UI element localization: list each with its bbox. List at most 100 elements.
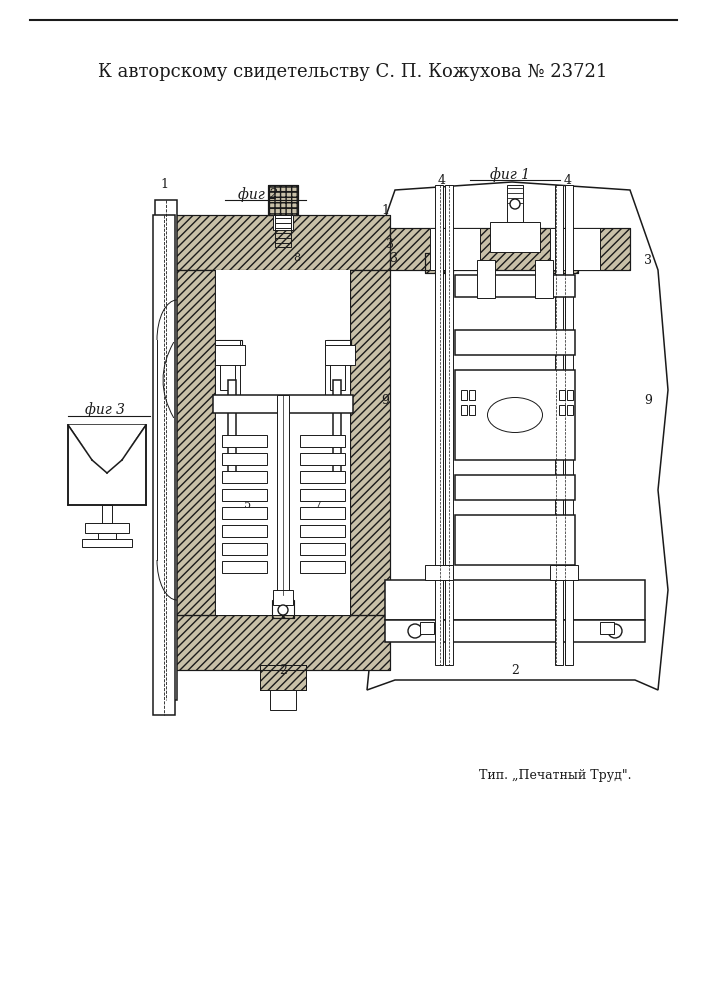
Bar xyxy=(215,340,240,400)
Bar xyxy=(222,525,267,537)
Bar xyxy=(175,615,390,670)
Bar xyxy=(565,185,573,665)
Text: 2: 2 xyxy=(511,664,519,676)
Bar xyxy=(213,395,353,413)
Bar xyxy=(435,185,443,665)
Bar xyxy=(218,340,242,352)
Text: 6: 6 xyxy=(281,403,288,413)
Bar xyxy=(215,345,245,365)
Bar xyxy=(469,390,475,400)
Bar xyxy=(222,489,267,501)
Bar xyxy=(325,340,350,400)
Circle shape xyxy=(278,605,288,615)
Text: 1: 1 xyxy=(168,216,176,229)
Bar xyxy=(300,453,345,465)
Text: Тип. „Печатный Труд".: Тип. „Печатный Труд". xyxy=(479,768,631,782)
Bar xyxy=(155,200,177,700)
Polygon shape xyxy=(69,427,145,504)
Bar xyxy=(222,435,267,447)
Bar xyxy=(300,561,345,573)
Text: 2: 2 xyxy=(279,664,287,676)
Bar xyxy=(222,507,267,519)
Bar xyxy=(455,275,575,297)
Bar xyxy=(537,262,551,272)
Bar xyxy=(218,340,242,352)
Bar xyxy=(68,425,146,505)
Text: фиг 3: фиг 3 xyxy=(85,403,125,417)
Bar xyxy=(222,561,267,573)
Bar xyxy=(333,380,341,480)
Bar xyxy=(300,471,345,483)
Bar xyxy=(220,350,235,390)
Bar xyxy=(430,228,480,270)
Text: 4: 4 xyxy=(564,174,572,186)
Bar xyxy=(385,620,645,642)
Bar xyxy=(461,405,467,415)
Bar xyxy=(490,222,540,252)
Bar xyxy=(455,330,575,355)
Bar xyxy=(300,507,345,519)
Bar xyxy=(567,390,573,400)
Bar xyxy=(330,350,345,390)
Bar xyxy=(273,215,293,230)
Polygon shape xyxy=(68,425,146,473)
Bar xyxy=(420,622,434,634)
Text: фиг 2: фиг 2 xyxy=(238,188,278,202)
Bar xyxy=(425,253,453,273)
Bar xyxy=(550,228,600,270)
Circle shape xyxy=(510,199,520,209)
Bar xyxy=(425,253,453,273)
Bar xyxy=(272,600,294,618)
Bar xyxy=(300,435,345,447)
Bar xyxy=(228,380,236,480)
Text: 1: 1 xyxy=(160,178,168,192)
Bar xyxy=(260,665,306,690)
Text: 4: 4 xyxy=(438,174,446,186)
Bar xyxy=(455,370,575,460)
Circle shape xyxy=(408,624,422,638)
Bar xyxy=(350,270,390,615)
Bar xyxy=(275,215,291,247)
Text: 3: 3 xyxy=(644,253,652,266)
Bar xyxy=(273,590,293,605)
Bar xyxy=(175,270,215,615)
Circle shape xyxy=(608,624,622,638)
Bar xyxy=(390,228,630,270)
Bar xyxy=(535,260,553,298)
Bar xyxy=(550,228,600,270)
Bar xyxy=(479,262,493,272)
Text: 5: 5 xyxy=(245,500,252,510)
Bar xyxy=(222,471,267,483)
Bar xyxy=(175,270,215,615)
Bar xyxy=(455,475,575,500)
Bar xyxy=(175,215,390,270)
Bar xyxy=(550,565,578,580)
Bar xyxy=(477,260,495,298)
Bar xyxy=(461,390,467,400)
Bar xyxy=(85,523,129,533)
Bar xyxy=(567,405,573,415)
Ellipse shape xyxy=(488,397,542,432)
Bar xyxy=(153,215,175,715)
Bar xyxy=(82,539,132,547)
Bar xyxy=(270,690,296,710)
Text: 3: 3 xyxy=(390,251,398,264)
Bar xyxy=(268,185,298,215)
Bar xyxy=(550,253,578,273)
Bar xyxy=(559,390,565,400)
Bar xyxy=(215,270,350,615)
Bar xyxy=(102,505,112,523)
Text: 7: 7 xyxy=(315,500,322,510)
Text: 1: 1 xyxy=(381,204,389,217)
Bar xyxy=(260,665,306,690)
Bar xyxy=(98,533,116,541)
Bar xyxy=(325,345,355,365)
Text: 3: 3 xyxy=(386,238,394,251)
Bar xyxy=(479,262,493,272)
Bar xyxy=(555,185,563,665)
Bar xyxy=(507,185,523,222)
Text: фиг 1: фиг 1 xyxy=(490,168,530,182)
Bar xyxy=(222,543,267,555)
Bar xyxy=(300,525,345,537)
Bar xyxy=(430,228,480,270)
